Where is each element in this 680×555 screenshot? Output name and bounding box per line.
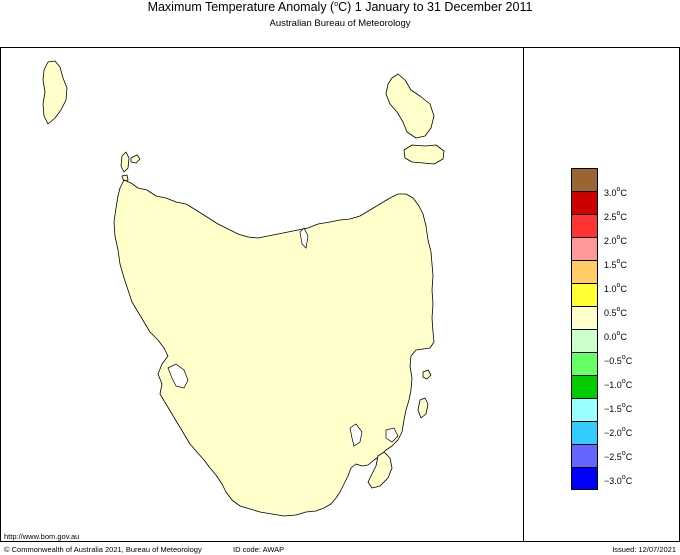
legend-tick-label: −2.0oC bbox=[604, 426, 633, 438]
legend-swatch bbox=[571, 352, 598, 375]
legend-swatch bbox=[571, 306, 598, 329]
schouten-island bbox=[422, 369, 432, 380]
legend-tick-label: 0.5oC bbox=[604, 306, 627, 318]
legend-swatch bbox=[571, 329, 598, 352]
legend-tick-label: 1.5oC bbox=[604, 258, 627, 270]
bruny-island bbox=[367, 451, 393, 489]
map-frame bbox=[0, 47, 524, 542]
tamar-estuary bbox=[299, 227, 309, 249]
legend-tick-label: −1.5oC bbox=[604, 402, 633, 414]
flinders-island bbox=[385, 73, 435, 139]
three-hummock-island bbox=[130, 154, 141, 164]
legend-swatch bbox=[571, 375, 598, 398]
legend-frame bbox=[524, 47, 680, 542]
derwent-estuary bbox=[349, 423, 363, 447]
legend-swatch bbox=[571, 260, 598, 283]
legend-tick-label: 2.5oC bbox=[604, 210, 627, 222]
legend-swatch bbox=[571, 168, 598, 191]
map-subtitle: Australian Bureau of Meteorology bbox=[269, 18, 411, 29]
legend-tick-label: 3.0oC bbox=[604, 186, 627, 198]
legend-tick-label: 2.0oC bbox=[604, 234, 627, 246]
id-code: ID code: AWAP bbox=[233, 545, 285, 554]
legend-tick-label: −1.0oC bbox=[604, 378, 633, 390]
legend-swatch bbox=[571, 283, 598, 306]
legend-tick-label: −0.5oC bbox=[604, 354, 633, 366]
legend-swatch bbox=[571, 421, 598, 444]
legend-tick-label: −3.0oC bbox=[604, 474, 633, 486]
legend-swatch bbox=[571, 467, 598, 490]
legend-colorbar bbox=[571, 168, 598, 490]
issued-date: Issued: 12/07/2021 bbox=[612, 545, 676, 554]
macquarie-harbour bbox=[167, 363, 189, 389]
bom-url: http://www.bom.gov.au bbox=[4, 532, 80, 541]
legend-swatch bbox=[571, 214, 598, 237]
legend-tick-label: 1.0oC bbox=[604, 282, 627, 294]
legend-swatch bbox=[571, 237, 598, 260]
legend-swatch bbox=[571, 444, 598, 467]
legend-swatch bbox=[571, 191, 598, 214]
legend-tick-label: −2.5oC bbox=[604, 450, 633, 462]
legend-tick-label: 0.0oC bbox=[604, 330, 627, 342]
maria-island bbox=[417, 397, 429, 419]
hunter-island bbox=[120, 151, 130, 173]
map-title: Maximum Temperature Anomaly (oC) 1 Janua… bbox=[147, 0, 533, 14]
king-island bbox=[42, 60, 68, 125]
tasmania-map bbox=[42, 60, 445, 517]
copyright-text: © Commonwealth of Australia 2021, Bureau… bbox=[4, 545, 202, 554]
cape-barren-island bbox=[403, 144, 445, 165]
legend-swatch bbox=[571, 398, 598, 421]
storm-bay bbox=[385, 427, 399, 443]
